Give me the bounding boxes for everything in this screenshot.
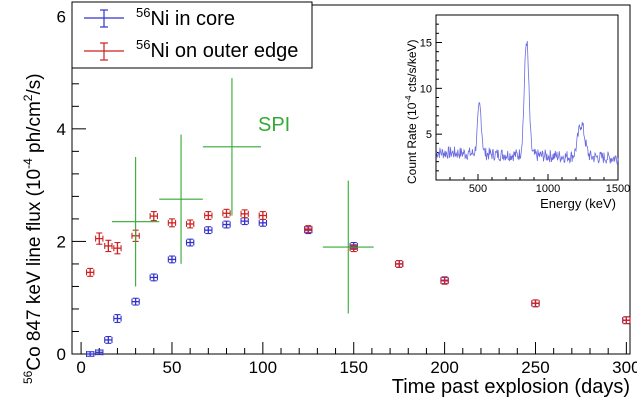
edge-data-point (531, 299, 540, 308)
inset-x-tick-label: 1500 (606, 183, 630, 195)
spi-annotation: SPI (258, 114, 290, 136)
inset-y-tick-label: 10 (420, 83, 432, 95)
inset-background (396, 6, 628, 218)
edge-data-point (304, 225, 313, 233)
edge-data-point (95, 232, 104, 245)
edge-data-point (85, 267, 95, 277)
main-plot-marks (85, 78, 631, 357)
edge-data-point (222, 208, 231, 218)
x-tick-label: 50 (163, 358, 182, 377)
inset-plot-marks (435, 40, 619, 165)
edge-data-point (622, 316, 631, 325)
x-tick-label: 100 (249, 358, 277, 377)
edge-data-point (349, 244, 358, 253)
legend-entry-edge: 56Ni on outer edge (84, 37, 298, 62)
x-tick-label: 0 (76, 358, 85, 377)
core-data-point (185, 238, 195, 247)
inset-y-tick-label: 15 (420, 38, 432, 50)
y-axis-label-part1: Co 847 keV line flux (10 (24, 169, 45, 371)
edge-data-point (149, 211, 158, 222)
x-tick-label: 150 (340, 358, 368, 377)
edge-data-point (113, 241, 122, 255)
edge-data-point (394, 260, 404, 268)
main-plot-area: 0 50 100 150 200 250 300 0 2 4 6 (57, 4, 637, 377)
edge-data-point (185, 219, 195, 229)
legend-label-core: 56Ni in core (136, 5, 235, 30)
y-axis-label-exp1: -4 (21, 158, 35, 169)
legend-label-core-text: Ni in core (150, 8, 234, 30)
core-data-point (167, 255, 177, 264)
y-tick-label: 2 (57, 232, 66, 251)
inset-plot-area: 500 1000 1500 5 10 15 (420, 14, 630, 195)
main-plot-frame (71, 4, 631, 355)
core-data-point (131, 297, 140, 306)
core-data-point (149, 273, 158, 282)
inset-y-axis-label-part2: cts/s/keV) (405, 39, 419, 95)
y-axis-label: 56Co 847 keV line flux (10-4 ph/cm2/s) (21, 73, 45, 384)
legend-box (71, 1, 313, 69)
spi-data-point (111, 156, 160, 287)
edge-data-point (104, 239, 113, 253)
inset-x-axis-label: Energy (keV) (540, 196, 616, 211)
edge-data-point (240, 209, 249, 219)
legend-entry-core: 56Ni in core (84, 5, 235, 30)
x-tick-label: 300 (612, 358, 637, 377)
y-axis-label-part3: /s) (24, 73, 45, 94)
edge-data-point (258, 211, 268, 221)
inset-y-axis-label-part1: Count Rate (10 (405, 102, 419, 184)
y-axis-label-isotope: 56 (21, 370, 35, 384)
inset-spectrum-line (435, 40, 619, 165)
y-tick-label: 4 (57, 120, 66, 139)
spi-data-point (322, 180, 374, 314)
y-axis-label-part2: ph/cm (24, 101, 45, 158)
core-data-point (222, 220, 231, 229)
y-tick-label: 6 (57, 7, 66, 26)
legend-label-core-iso: 56 (136, 5, 150, 20)
x-tick-label: 200 (430, 358, 458, 377)
y-axis-label-exp2: 2 (21, 94, 35, 101)
core-data-point (95, 349, 104, 356)
y-tick-label: 0 (57, 345, 66, 364)
edge-data-point (167, 218, 177, 228)
spi-data-point (202, 78, 262, 216)
legend-label-edge: 56Ni on outer edge (136, 37, 298, 62)
core-data-point (113, 314, 122, 324)
edge-data-point (440, 276, 449, 285)
core-data-point (85, 351, 95, 357)
spi-data-point (159, 134, 203, 264)
inset-x-tick-label: 500 (469, 183, 487, 195)
core-data-point (104, 335, 113, 344)
inset-y-tick-label: 5 (426, 129, 432, 141)
legend: 56Ni in core 56Ni on outer edge (71, 1, 313, 69)
legend-label-edge-iso: 56 (136, 37, 150, 52)
x-tick-label: 250 (521, 358, 549, 377)
inset-y-axis-label-exp: -4 (404, 95, 413, 103)
core-data-point (204, 226, 213, 235)
edge-data-point (204, 211, 213, 221)
inset-x-tick-label: 1000 (536, 183, 560, 195)
legend-label-edge-text: Ni on outer edge (150, 40, 298, 62)
inset-y-axis-label: Count Rate (10-4 cts/s/keV) (404, 39, 419, 184)
x-axis-label: Time past explosion (days) (392, 376, 630, 398)
